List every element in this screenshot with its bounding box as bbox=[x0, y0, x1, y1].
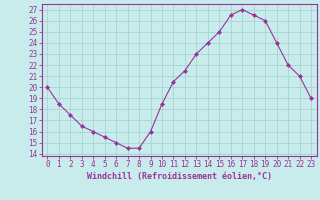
X-axis label: Windchill (Refroidissement éolien,°C): Windchill (Refroidissement éolien,°C) bbox=[87, 172, 272, 181]
